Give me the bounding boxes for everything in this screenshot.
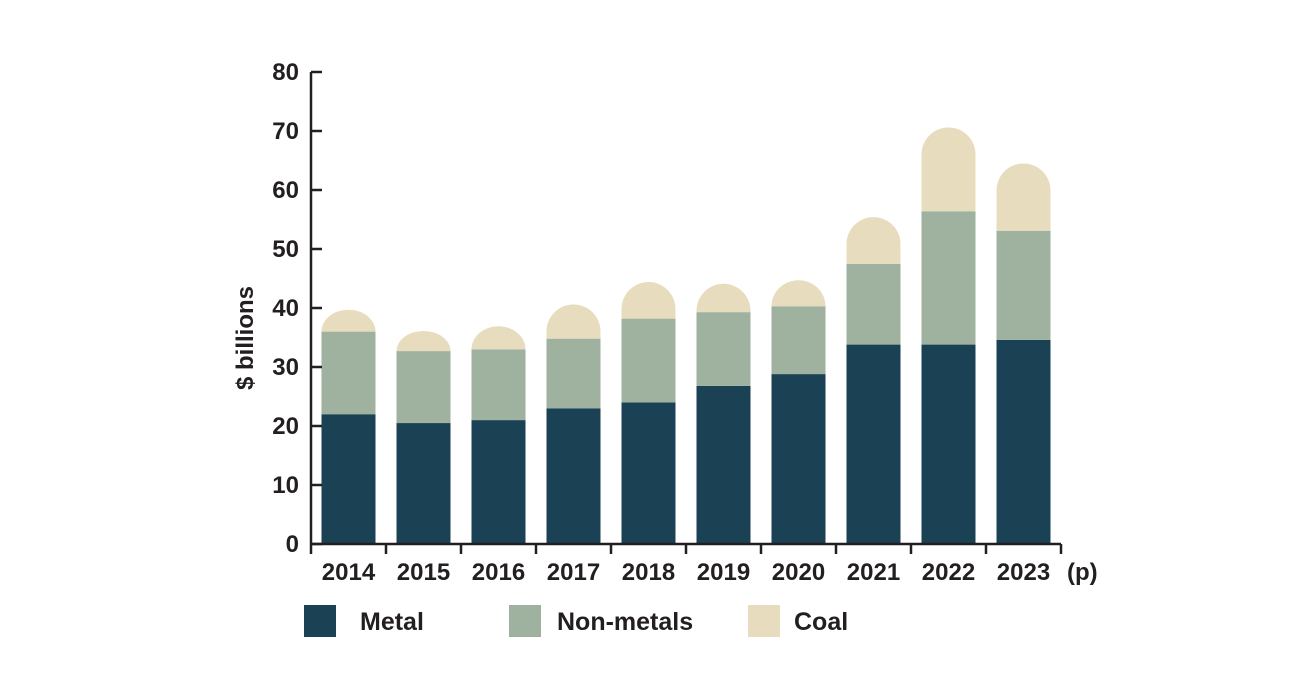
bar-segment-metal [771, 374, 826, 544]
x-tick-label: 2016 [472, 559, 525, 586]
bar-segment-non-metals [621, 318, 676, 403]
x-tick-label: 2023 [997, 559, 1050, 586]
bar-segment-metal [621, 402, 676, 544]
x-tick-label: 2021 [847, 559, 900, 586]
legend-label-coal: Coal [794, 608, 848, 636]
bar-segment-coal [846, 217, 901, 264]
y-tick-label: 30 [272, 354, 299, 381]
y-tick-label: 60 [272, 177, 299, 204]
x-tick-label: 2015 [397, 559, 450, 586]
legend: Metal Non-metals Coal [304, 605, 848, 637]
y-tick-label: 40 [272, 295, 299, 322]
y-tick-label: 50 [272, 236, 299, 263]
bar-segment-non-metals [321, 331, 376, 415]
bar-segment-coal [996, 163, 1051, 231]
bar-segment-coal [396, 331, 451, 352]
y-tick-label: 70 [272, 118, 299, 145]
x-tick-label: 2020 [772, 559, 825, 586]
bars-group [321, 127, 1051, 544]
bar-segment-non-metals [771, 306, 826, 375]
legend-label-non-metals: Non-metals [557, 608, 693, 636]
bar-segment-coal [921, 127, 976, 212]
bar-segment-metal [546, 408, 601, 544]
bar-segment-coal [696, 283, 751, 313]
legend-swatch-coal [748, 605, 780, 637]
bar-segment-non-metals [546, 338, 601, 409]
legend-swatch-metal [304, 605, 336, 637]
bar-segment-metal [921, 344, 976, 544]
bar-segment-metal [396, 423, 451, 544]
y-ticks-group: 0 10 20 30 40 50 60 70 80 [272, 59, 322, 558]
bar-segment-metal [696, 385, 751, 544]
bar-segment-non-metals [471, 349, 526, 421]
bar-segment-metal [996, 339, 1051, 544]
bar-segment-non-metals [696, 312, 751, 386]
x-tick-label: 2022 [922, 559, 975, 586]
x-axis-projection-note: (p) [1067, 559, 1098, 586]
y-tick-label: 10 [272, 472, 299, 499]
bar-segment-coal [546, 304, 601, 339]
x-ticks-group: 2014 2015 2016 2017 2018 2019 2020 2021 2022 2023 [309, 544, 1063, 586]
bar-segment-metal [321, 414, 376, 544]
bar-segment-metal [846, 344, 901, 544]
bar-segment-coal [771, 280, 826, 307]
y-tick-label: 0 [286, 531, 299, 558]
bar-segment-non-metals [846, 263, 901, 345]
legend-label-metal: Metal [360, 608, 424, 636]
bar-segment-non-metals [396, 351, 451, 424]
x-tick-label: 2018 [622, 559, 675, 586]
y-tick-label: 80 [272, 59, 299, 86]
legend-swatch-non-metals [509, 605, 541, 637]
y-axis-title: $ billions [232, 286, 259, 390]
x-tick-label: 2019 [697, 559, 750, 586]
x-tick-label: 2017 [547, 559, 600, 586]
bar-segment-coal [471, 326, 526, 350]
x-tick-label: 2014 [322, 559, 376, 586]
bar-segment-non-metals [996, 230, 1051, 340]
bar-segment-coal [621, 282, 676, 319]
y-tick-label: 20 [272, 413, 299, 440]
bar-segment-metal [471, 420, 526, 544]
bar-segment-coal [321, 309, 376, 332]
bar-segment-non-metals [921, 211, 976, 345]
